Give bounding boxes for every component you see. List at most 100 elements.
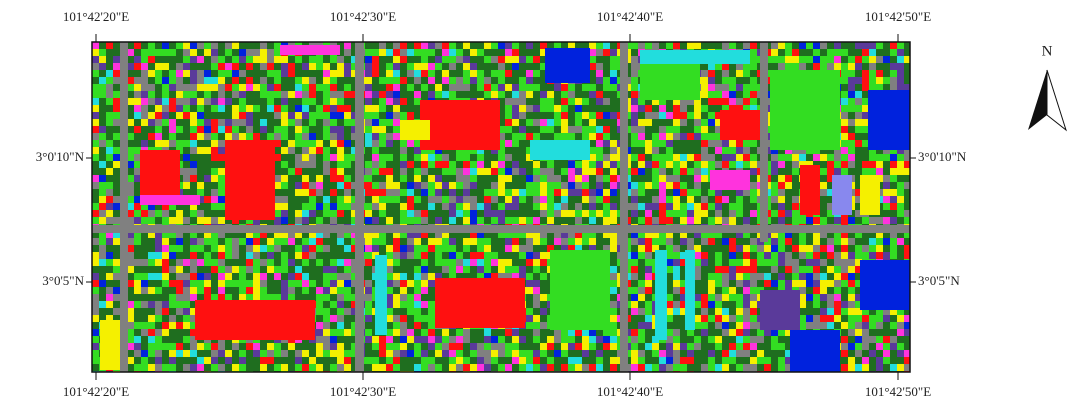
land-cover-patch xyxy=(526,308,534,315)
land-cover-patch xyxy=(407,175,414,183)
land-cover-patch xyxy=(533,336,541,344)
land-cover-patch xyxy=(834,217,842,225)
land-cover-patch xyxy=(638,322,646,330)
land-cover-patch xyxy=(330,175,338,183)
land-cover-patch xyxy=(365,49,372,56)
land-cover-patch xyxy=(904,63,913,70)
land-cover-patch xyxy=(575,91,582,99)
land-cover-patch xyxy=(715,252,723,259)
land-cover-patch xyxy=(281,273,288,281)
land-cover-patch xyxy=(141,245,149,252)
land-cover-patch xyxy=(260,133,268,140)
land-cover-patch xyxy=(722,63,729,70)
land-cover-patch xyxy=(561,182,568,189)
land-cover-patch xyxy=(106,112,114,120)
land-cover-patch xyxy=(316,210,323,218)
land-cover-patch xyxy=(316,168,324,175)
land-cover-patch xyxy=(148,56,155,64)
land-cover-patch xyxy=(302,217,310,224)
land-cover-patch xyxy=(792,196,799,204)
land-cover-patch xyxy=(834,259,841,266)
land-cover-patch xyxy=(659,119,667,127)
land-cover-patch xyxy=(687,175,695,183)
land-cover-patch xyxy=(736,77,744,85)
land-cover-patch xyxy=(638,301,646,308)
land-cover-patch xyxy=(127,182,134,190)
land-cover-patch xyxy=(239,238,247,245)
land-cover-patch xyxy=(148,238,155,245)
land-cover-patch xyxy=(323,140,331,147)
land-cover-patch xyxy=(442,91,449,99)
land-cover-patch xyxy=(330,245,337,253)
land-cover-patch xyxy=(582,217,590,224)
land-cover-patch xyxy=(694,308,702,316)
land-cover-patch xyxy=(127,168,135,175)
land-cover-patch xyxy=(127,112,135,120)
land-cover-patch xyxy=(456,203,463,210)
land-cover-patch xyxy=(645,287,653,295)
land-cover-patch xyxy=(561,189,568,196)
land-cover-patch xyxy=(211,175,219,182)
land-cover-patch xyxy=(841,161,848,169)
land-cover-patch xyxy=(127,245,135,252)
land-cover-patch xyxy=(701,280,708,288)
land-cover-patch xyxy=(330,189,338,197)
land-cover-patch xyxy=(274,238,282,246)
land-cover-patch xyxy=(512,70,520,78)
land-cover-patch xyxy=(155,266,163,273)
land-cover-patch xyxy=(715,280,722,287)
land-cover-patch xyxy=(134,245,141,252)
land-cover-patch xyxy=(225,266,232,273)
land-cover-patch xyxy=(890,315,897,322)
land-cover-patch xyxy=(379,203,387,210)
land-cover-patch xyxy=(505,154,513,162)
land-cover-patch xyxy=(750,42,757,49)
land-cover-patch xyxy=(582,336,590,344)
land-cover-patch xyxy=(211,196,219,204)
land-cover-patch xyxy=(820,294,827,301)
land-cover-patch xyxy=(883,329,890,337)
land-cover-patch xyxy=(729,322,736,330)
land-cover-patch xyxy=(253,280,261,288)
land-cover-patch xyxy=(680,203,687,210)
land-cover-patch xyxy=(806,322,813,330)
land-cover-patch xyxy=(505,147,512,155)
land-cover-patch xyxy=(799,252,806,260)
land-cover-patch xyxy=(897,322,904,329)
land-cover-patch xyxy=(309,245,316,252)
map-figure: N 101°42'20"E101°42'20"E101°42'30"E101°4… xyxy=(0,0,1069,405)
classified-map xyxy=(92,42,920,385)
land-cover-patch xyxy=(638,287,646,295)
land-cover-patch xyxy=(421,175,428,182)
land-cover-patch xyxy=(785,273,793,280)
land-cover-patch xyxy=(687,203,695,210)
land-cover-patch xyxy=(323,119,331,126)
land-cover-patch xyxy=(435,203,443,211)
land-cover-patch xyxy=(428,329,435,336)
land-cover-patch xyxy=(386,49,394,57)
land-cover-patch xyxy=(610,189,617,196)
land-cover-patch xyxy=(659,105,666,113)
land-cover-patch xyxy=(148,322,156,330)
land-cover-patch xyxy=(267,126,275,134)
land-cover-patch xyxy=(421,203,429,210)
land-cover-patch xyxy=(666,287,674,294)
land-cover-patch xyxy=(99,280,106,288)
land-cover-patch xyxy=(799,287,806,295)
land-cover-patch xyxy=(708,301,716,309)
land-cover-patch xyxy=(246,119,254,127)
land-cover-patch xyxy=(134,217,142,225)
land-cover-patch xyxy=(449,42,456,50)
land-cover-patch xyxy=(113,266,120,273)
land-cover-patch xyxy=(834,49,841,57)
land-cover-patch xyxy=(631,77,638,84)
land-cover-patch xyxy=(855,119,862,127)
land-cover-patch xyxy=(673,287,681,295)
land-cover-patch xyxy=(834,294,842,302)
land-cover-patch xyxy=(190,280,198,287)
land-cover-patch xyxy=(512,84,519,91)
land-cover-patch xyxy=(778,49,786,57)
land-cover-patch xyxy=(477,42,485,49)
land-cover-patch xyxy=(680,196,687,203)
land-cover-patch xyxy=(645,203,653,211)
